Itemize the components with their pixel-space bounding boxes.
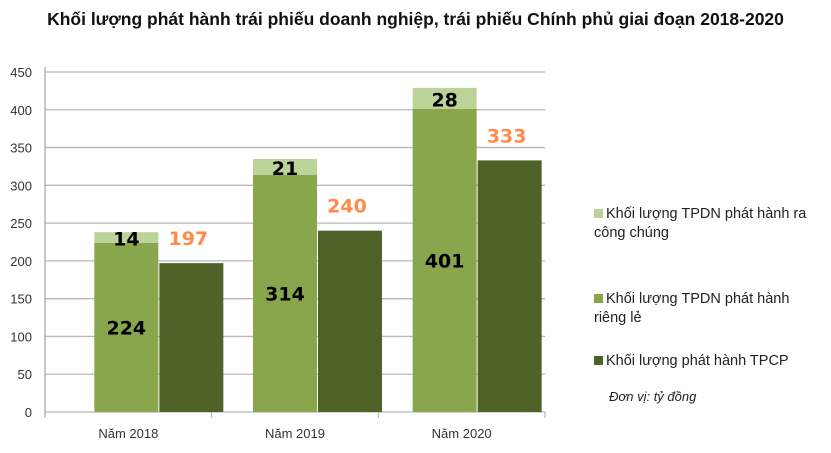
data-label-private: 401 xyxy=(425,251,465,273)
legend-swatch xyxy=(594,356,603,365)
y-tick-label: 300 xyxy=(10,178,32,193)
legend-item-private: Khối lượng TPDN phát hành riêng lẻ xyxy=(594,290,794,328)
x-tick-label: Năm 2020 xyxy=(432,426,492,441)
y-tick-label: 250 xyxy=(10,216,32,231)
y-tick-label: 450 xyxy=(10,65,32,80)
y-tick-label: 400 xyxy=(10,103,32,118)
bar-private xyxy=(94,242,159,412)
data-label-tpcp: 240 xyxy=(327,196,367,218)
y-tick-label: 100 xyxy=(10,329,32,344)
legend-label: Khối lượng TPDN phát hành ra công chúng xyxy=(594,206,807,241)
legend-label: Khối lượng TPDN phát hành riêng lẻ xyxy=(594,291,790,326)
data-label-private: 314 xyxy=(265,283,305,305)
bar-public xyxy=(94,232,159,243)
data-label-private: 224 xyxy=(106,317,146,339)
bar-tpcp xyxy=(477,160,542,412)
bar-tpcp xyxy=(318,230,382,412)
x-tick-label: Năm 2019 xyxy=(265,426,325,441)
bar-public xyxy=(412,87,477,110)
legend-label: Khối lượng phát hành TPCP xyxy=(606,353,789,369)
unit-note: Đơn vị: tỷ đồng xyxy=(609,389,697,404)
bar-tpcp xyxy=(159,263,224,412)
legend-item-tpcp: Khối lượng phát hành TPCP xyxy=(594,352,829,371)
legend-item-public: Khối lượng TPDN phát hành ra công chúng xyxy=(594,205,829,243)
y-tick-label: 200 xyxy=(10,254,32,269)
data-label-public: 14 xyxy=(113,228,139,250)
y-tick-label: 0 xyxy=(25,405,32,420)
legend-swatch xyxy=(594,294,603,303)
y-tick-label: 350 xyxy=(10,141,32,156)
legend-swatch xyxy=(594,209,603,218)
bar-private xyxy=(253,174,317,412)
y-tick-label: 150 xyxy=(10,292,32,307)
bar-public xyxy=(253,158,317,175)
chart-title: Khối lượng phát hành trái phiếu doanh ng… xyxy=(47,9,784,29)
data-label-tpcp: 197 xyxy=(168,228,208,250)
data-label-public: 28 xyxy=(431,89,457,111)
data-label-public: 21 xyxy=(272,158,298,180)
data-label-tpcp: 333 xyxy=(487,125,527,147)
y-tick-label: 50 xyxy=(18,367,32,382)
x-tick-label: Năm 2018 xyxy=(98,426,158,441)
bar-private xyxy=(412,109,477,413)
